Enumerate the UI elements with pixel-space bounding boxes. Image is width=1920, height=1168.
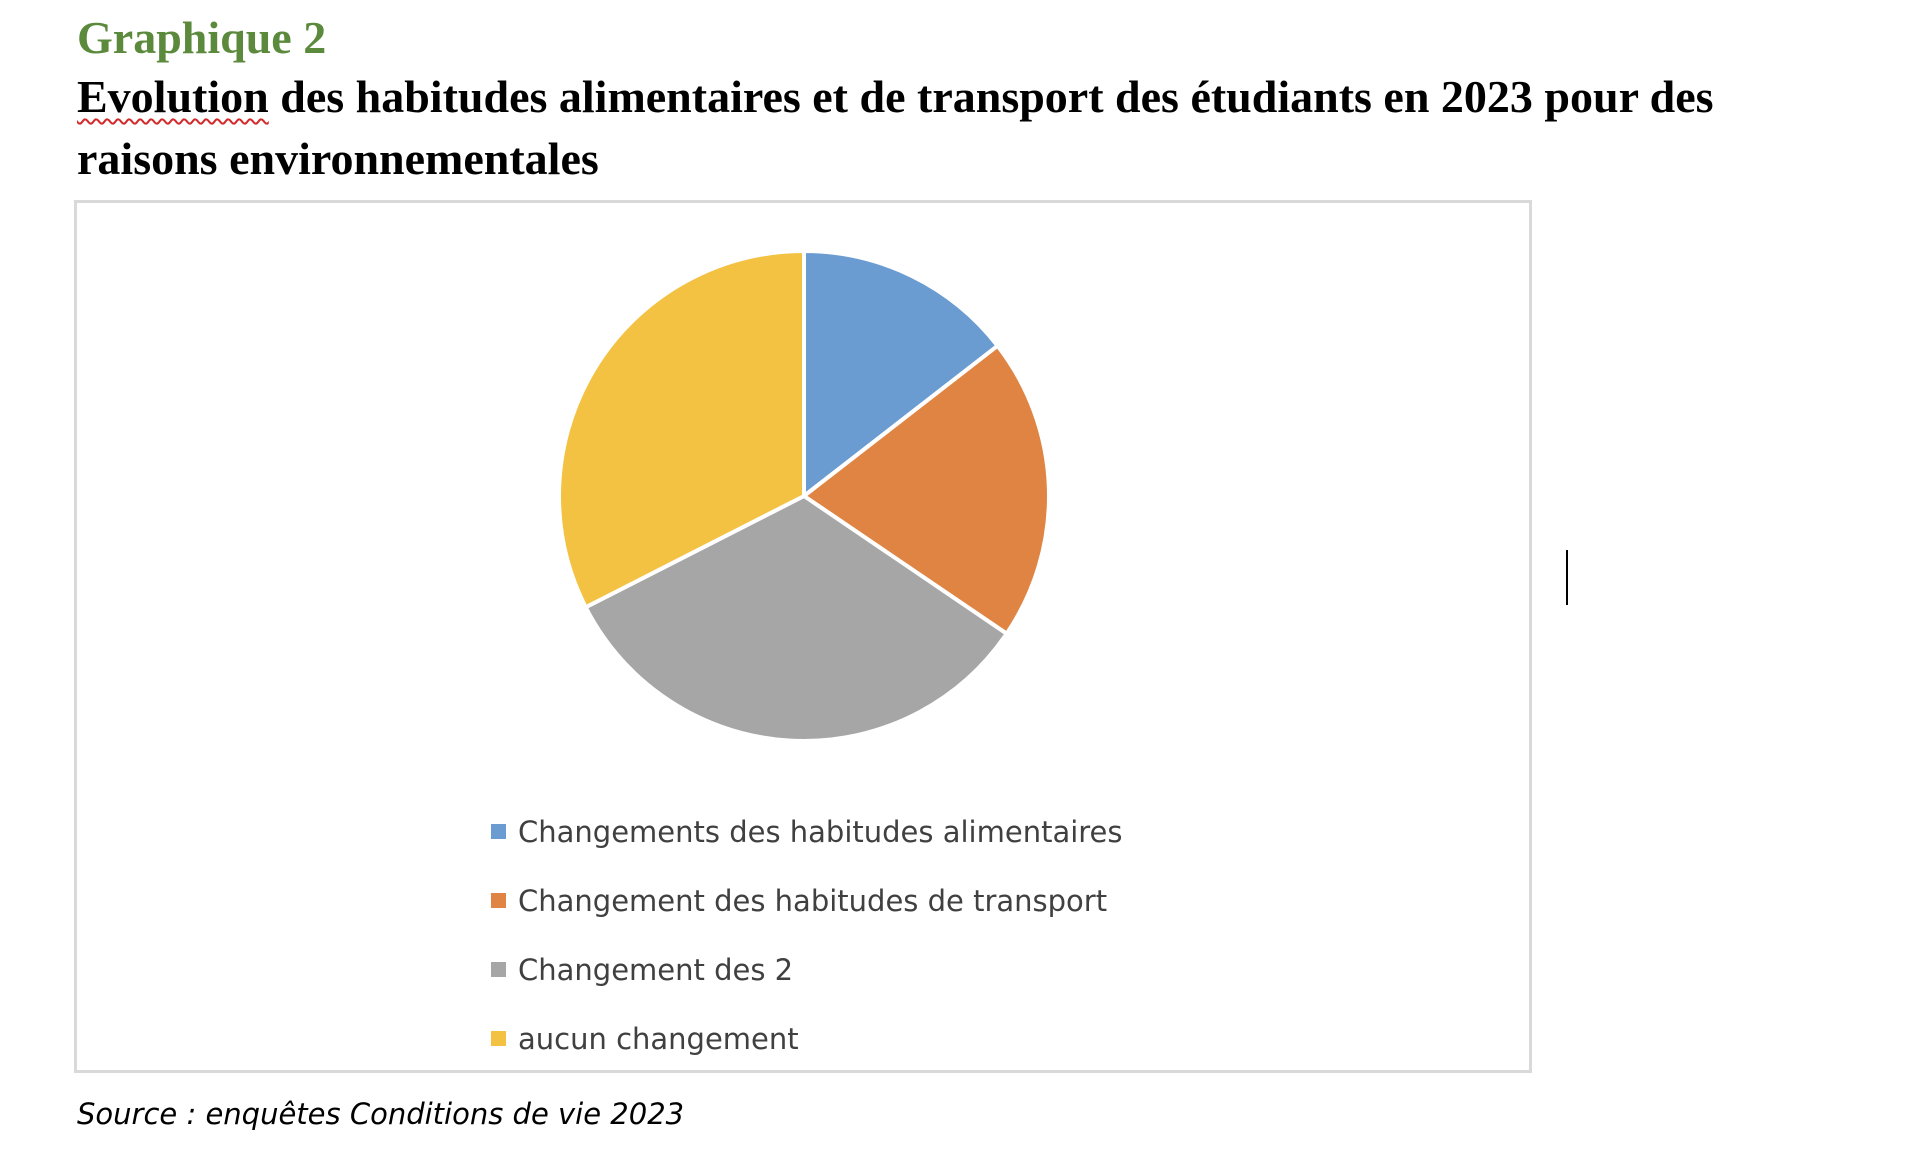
chart-title: Evolution des habitudes alimentaires et … bbox=[77, 66, 1837, 190]
legend-swatch bbox=[491, 962, 506, 977]
legend-label: aucun changement bbox=[518, 1021, 799, 1056]
pie-chart bbox=[556, 249, 1051, 743]
legend-item: Changement des habitudes de transport bbox=[491, 866, 1123, 935]
pie-slice[interactable] bbox=[583, 494, 1009, 743]
title-first-word: Evolution bbox=[77, 71, 269, 122]
legend-label: Changement des habitudes de transport bbox=[518, 883, 1108, 918]
pie-slice[interactable] bbox=[556, 249, 806, 610]
legend-swatch bbox=[491, 1031, 506, 1046]
chart-heading: Graphique 2 bbox=[77, 12, 327, 63]
title-rest: des habitudes alimentaires et de transpo… bbox=[77, 71, 1714, 184]
chart-area[interactable]: Changements des habitudes alimentaires C… bbox=[74, 200, 1532, 1073]
legend-item: Changements des habitudes alimentaires bbox=[491, 797, 1123, 866]
legend-item: aucun changement bbox=[491, 1004, 1123, 1073]
pie-slice[interactable] bbox=[802, 249, 1000, 498]
legend-label: Changement des 2 bbox=[518, 952, 794, 987]
legend-item: Changement des 2 bbox=[491, 935, 1123, 1004]
legend-swatch bbox=[491, 824, 506, 839]
pie-slice[interactable] bbox=[802, 343, 1051, 636]
chart-legend: Changements des habitudes alimentaires C… bbox=[491, 797, 1123, 1073]
legend-label: Changements des habitudes alimentaires bbox=[518, 814, 1123, 849]
legend-swatch bbox=[491, 893, 506, 908]
text-cursor bbox=[1566, 550, 1568, 605]
source-note: Source : enquêtes Conditions de vie 2023 bbox=[77, 1097, 685, 1131]
